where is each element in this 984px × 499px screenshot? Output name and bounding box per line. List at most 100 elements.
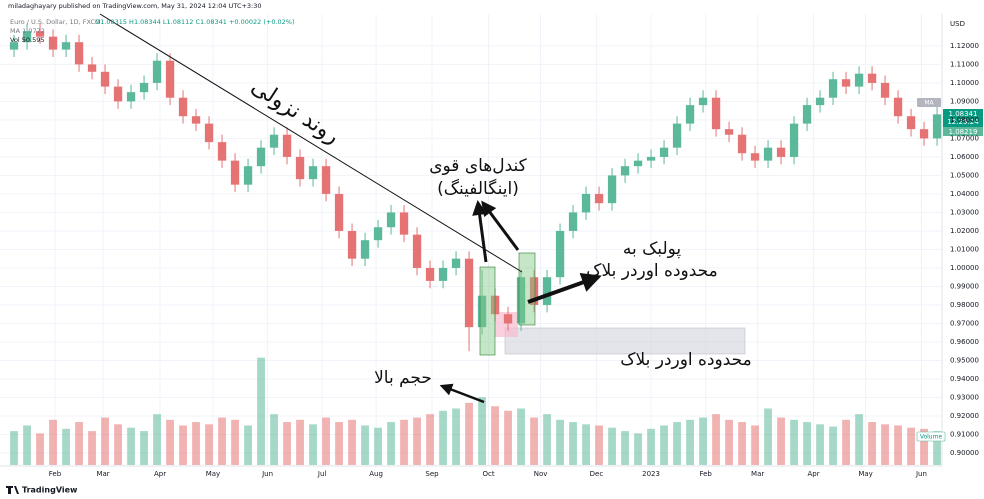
ma-price: 1.08219 (949, 128, 978, 136)
volume-bar (816, 424, 824, 465)
volume-bar (88, 431, 96, 465)
volume-bar (114, 424, 122, 465)
volume-bar (49, 419, 57, 465)
x-tick-label: May (858, 470, 872, 478)
annotation: محدوده اوردر بلاک (586, 261, 718, 281)
logo (6, 486, 19, 494)
arrow (472, 200, 488, 263)
volume-pane (10, 357, 941, 465)
volume-bar (231, 419, 239, 465)
currency: USD (950, 20, 965, 28)
volume-bar (530, 417, 538, 465)
ma-legend: MA 1.0772 (10, 27, 45, 35)
candle-body (659, 147, 669, 157)
candle-body (815, 97, 825, 106)
volume-bar (894, 425, 902, 465)
candle-body (581, 193, 591, 213)
candle-body (607, 175, 617, 204)
candle-body (529, 277, 539, 305)
x-tick-label: Aug (369, 470, 383, 478)
x-tick-label: 2023 (642, 470, 660, 478)
volume-bar (881, 424, 889, 465)
y-tick-label: 1.10000 (950, 79, 979, 87)
candle-body (282, 134, 292, 157)
volume-bar (36, 433, 44, 465)
y-tick-label: 0.93000 (950, 393, 979, 401)
volume-bar (10, 431, 18, 465)
candle-body (776, 147, 786, 157)
volume-bar (725, 419, 733, 465)
candle-body (763, 147, 773, 161)
published: miladaghayary published on TradingView.c… (8, 2, 262, 10)
candle-body (633, 160, 643, 167)
candle-body (568, 212, 578, 231)
x-tick-label: Jun (915, 470, 927, 478)
candle-body (802, 105, 812, 124)
candle-body (542, 277, 552, 305)
candle-body (308, 166, 318, 180)
candle-body (594, 193, 604, 204)
candle-body (711, 97, 721, 130)
candle-body (451, 258, 461, 268)
volume-bar (751, 425, 759, 465)
volume-bar (647, 428, 655, 465)
volume-bar (686, 419, 694, 465)
arrow (481, 200, 520, 251)
y-tick-label: 1.03000 (950, 208, 979, 216)
volume-bar (296, 419, 304, 465)
x-tick-label: Nov (534, 470, 548, 478)
volume-bar (127, 427, 135, 465)
candle-body (685, 105, 695, 124)
candle-body (867, 73, 877, 83)
y-tick-label: 1.12000 (950, 42, 979, 50)
volume-bar (829, 426, 837, 465)
volume-bar (101, 417, 109, 465)
volume-badge-label: Volume (920, 434, 943, 441)
y-tick-label: 0.92000 (950, 412, 979, 420)
volume-bar (166, 419, 174, 465)
volume-bar (192, 422, 200, 465)
volume-bar (270, 414, 278, 465)
volume-bar (140, 431, 148, 465)
candle-body (789, 123, 799, 157)
volume-bar (933, 431, 941, 465)
candle-body (165, 60, 175, 98)
volume-bar (335, 422, 343, 465)
volume-bar (348, 419, 356, 465)
volume-bar (244, 425, 252, 465)
countdown: 12:25:24 (947, 118, 979, 126)
volume-bar (582, 424, 590, 465)
volume-bar (400, 419, 408, 465)
volume-bar (452, 408, 460, 465)
volume-bar (855, 414, 863, 465)
volume-bar (387, 422, 395, 465)
candle-body (204, 123, 214, 143)
volume-badge (916, 431, 946, 442)
volume-bar (621, 431, 629, 465)
volume-bar (634, 433, 642, 465)
candle-body (334, 193, 344, 231)
y-tick-label: 1.01000 (950, 245, 979, 253)
volume-bar (868, 422, 876, 465)
volume-bar (608, 427, 616, 465)
volume-bar (218, 417, 226, 465)
y-tick-label: 1.05000 (950, 171, 979, 179)
volume-bar (153, 414, 161, 465)
trend-line (99, 13, 523, 273)
candle-body (464, 258, 474, 328)
y-tick-label: 1.08000 (950, 116, 979, 124)
y-tick-label: 0.90000 (950, 449, 979, 457)
y-tick-label: 0.91000 (950, 430, 979, 438)
ma-badge (917, 98, 941, 107)
candle-body (438, 267, 448, 281)
order-block-zone (504, 327, 746, 355)
volume-bar (374, 427, 382, 465)
x-tick-label: Oct (482, 470, 494, 478)
volume-bar (413, 417, 421, 465)
x-tick-label: Sep (425, 470, 439, 478)
candle-body (620, 166, 630, 176)
x-tick-label: Apr (807, 470, 819, 478)
candle-body (373, 227, 383, 241)
volume-bar (75, 422, 83, 465)
y-tick-label: 0.99000 (950, 282, 979, 290)
